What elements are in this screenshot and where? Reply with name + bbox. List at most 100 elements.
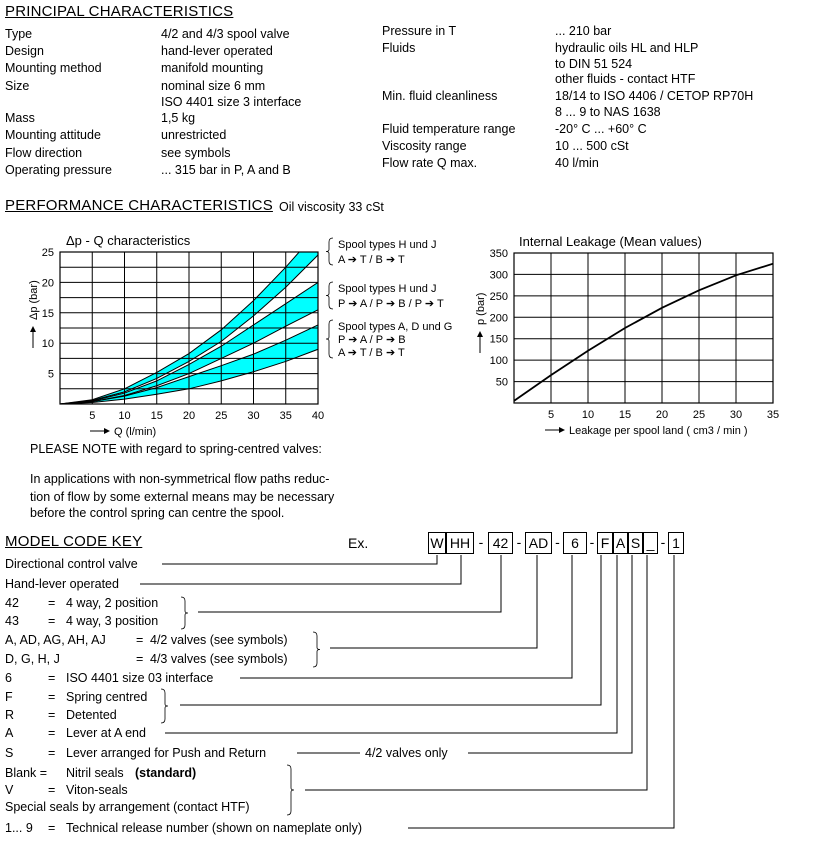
x-tick-label: 10 [582, 409, 594, 421]
y-tick-label: 200 [490, 312, 508, 324]
code-equals: = [136, 652, 144, 666]
note-line: In applications with non-symmetrical flo… [30, 472, 330, 486]
code-description: 4/2 valves (see symbols) [150, 633, 288, 647]
code-separator: - [478, 534, 484, 550]
brace [312, 631, 321, 668]
spec-value: other fluids - contact HTF [555, 72, 696, 86]
code-equals: = [48, 783, 56, 797]
s-note: 4/2 valves only [365, 746, 448, 760]
leakage-curve [514, 262, 773, 402]
code-key: R [5, 708, 15, 722]
leader-line [408, 555, 675, 829]
code-segment: F [597, 532, 613, 554]
code-equals: = [48, 596, 56, 610]
code-segment: W [428, 532, 446, 554]
y-axis-label: Δp (bar) [28, 280, 40, 320]
code-description: 4/3 valves (see symbols) [150, 652, 288, 666]
code-key: F [5, 690, 13, 704]
x-tick-label: 15 [619, 409, 631, 421]
y-tick-label: 100 [490, 355, 508, 367]
brace [160, 688, 169, 724]
chart-title: Δp - Q characteristics [66, 233, 191, 248]
dp-q-chart: 5 10 15 20 25 30 35 40 5 10 15 20 25 Δp - Q character… [28, 233, 452, 438]
brace [180, 596, 189, 630]
x-tick-label: 15 [151, 410, 163, 422]
x-tick-label: 10 [118, 410, 130, 422]
code-key: Blank = [5, 766, 48, 780]
code-segment: A [613, 532, 628, 554]
spec-label: Viscosity range [382, 139, 467, 153]
code-description: ISO 4401 size 03 interface [66, 671, 214, 685]
arrow-icon [30, 326, 36, 332]
spec-label: Fluids [382, 41, 416, 55]
spec-value: 18/14 to ISO 4406 / CETOP RP70H [555, 89, 754, 103]
x-tick-label: 5 [89, 410, 95, 422]
spec-label: Mass [5, 111, 35, 125]
spec-label: Mounting attitude [5, 128, 101, 142]
x-tick-label: 5 [548, 409, 554, 421]
code-segment: _ [643, 532, 658, 554]
x-tick-label: 25 [693, 409, 705, 421]
legend-entry: P ➔ A / P ➔ B / P ➔ T [338, 298, 444, 310]
x-tick-label: 30 [247, 410, 259, 422]
performance-subheading: Oil viscosity 33 cSt [279, 200, 384, 214]
code-equals: = [48, 690, 56, 704]
spec-value: 10 ... 500 cSt [555, 139, 629, 153]
legend-brace [325, 319, 334, 359]
code-separator: - [589, 534, 595, 550]
code-equals: = [48, 821, 56, 835]
spec-label: Flow rate Q max. [382, 156, 478, 170]
code-segment: 6 [563, 532, 587, 554]
spec-label: Flow direction [5, 146, 83, 160]
code-description: Viton-seals [66, 783, 128, 797]
x-tick-label: 20 [656, 409, 668, 421]
leader-line [180, 555, 602, 706]
legend-entry: Spool types H und J [338, 239, 436, 251]
x-tick-label: 25 [215, 410, 227, 422]
note-line: before the control spring can centre the… [30, 506, 285, 520]
y-tick-label: 300 [490, 269, 508, 281]
x-axis-label: Leakage per spool land ( cm3 / min ) [569, 425, 748, 437]
code-segment: 42 [488, 532, 513, 554]
x-tick-label: 40 [312, 410, 324, 422]
code-equals: = [48, 614, 56, 628]
code-description: Detented [66, 708, 117, 722]
x-tick-label: 20 [183, 410, 195, 422]
spec-label: Pressure in T [382, 24, 457, 38]
leader-line [305, 555, 648, 791]
leader-line [240, 555, 573, 679]
leader-line [198, 555, 502, 613]
code-description: Lever arranged for Push and Return [66, 746, 267, 760]
code-key: S [5, 746, 14, 760]
spec-value: unrestricted [161, 128, 227, 142]
legend-entry: A ➔ T / B ➔ T [338, 254, 405, 266]
code-separator: - [660, 534, 666, 550]
spec-label: Design [5, 44, 44, 58]
spec-value: 40 l/min [555, 156, 599, 170]
code-segment: 1 [668, 532, 684, 554]
performance-heading: PERFORMANCE CHARACTERISTICS [5, 197, 273, 214]
spec-label: Type [5, 27, 33, 41]
y-tick-label: 350 [490, 248, 508, 260]
code-key: Hand-lever operated [5, 577, 119, 591]
code-equals: = [48, 726, 56, 740]
code-description: 4 way, 2 position [66, 596, 159, 610]
spec-value: 8 ... 9 to NAS 1638 [555, 104, 661, 119]
spec-value: to DIN 51 524 [555, 56, 633, 71]
legend-entry: Spool types H und J [338, 283, 436, 295]
code-key: 43 [5, 614, 19, 628]
leader-line [140, 555, 462, 585]
code-separator: - [516, 534, 522, 550]
y-tick-label: 50 [496, 377, 508, 389]
spec-value: manifold mounting [161, 61, 264, 75]
code-key: A, AD, AG, AH, AJ [5, 633, 106, 647]
spec-label: Mounting method [5, 61, 102, 75]
code-separator: - [555, 534, 560, 550]
code-equals: = [48, 671, 56, 685]
y-tick-label: 150 [490, 334, 508, 346]
spec-value: ISO 4401 size 3 interface [161, 94, 302, 109]
model-code-heading: MODEL CODE KEY [5, 533, 143, 550]
leader-line [330, 555, 538, 649]
example-label: Ex. [348, 535, 369, 551]
spec-label: Min. fluid cleanliness [382, 89, 498, 103]
